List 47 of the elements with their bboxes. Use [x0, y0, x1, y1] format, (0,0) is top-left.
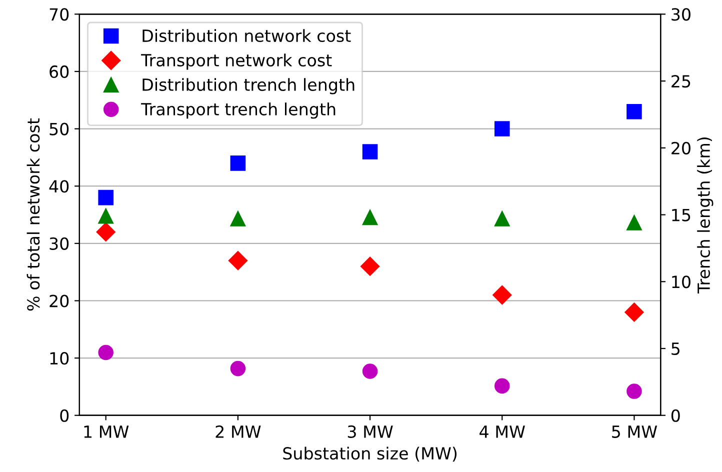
point: [96, 222, 116, 242]
y-tick-label: 60: [50, 65, 69, 78]
point: [494, 121, 510, 136]
y2-axis-title: Trench length (km): [697, 138, 714, 294]
y-tick-label: 50: [50, 122, 69, 136]
y-tick-label: 40: [49, 180, 69, 193]
point: [228, 251, 248, 270]
x-tick-label: 3 MW: [348, 425, 393, 438]
y2-tick-label: 15: [672, 208, 690, 222]
y2-tick-label: 0: [671, 409, 680, 422]
legend-label: Transport network cost: [141, 54, 332, 70]
y2-tick-label: 5: [672, 342, 680, 356]
x-tick-label: 2 MW: [216, 425, 261, 438]
point: [360, 256, 380, 276]
y-tick-label: 70: [50, 8, 69, 21]
point: [98, 190, 114, 206]
point: [492, 285, 512, 305]
point: [626, 384, 642, 399]
legend-label: Distribution trench length: [142, 78, 354, 94]
point: [624, 302, 644, 322]
y2-tick-label: 20: [672, 142, 690, 154]
legend-label: Transport trench length: [141, 102, 336, 119]
point: [494, 378, 510, 394]
point: [362, 144, 378, 160]
point: [362, 364, 378, 379]
point: [494, 211, 510, 226]
point: [98, 344, 114, 360]
y-axis-title: % of total network cost: [26, 118, 40, 311]
x-tick-label: 1 MW: [84, 426, 129, 438]
y-tick-label: 10: [50, 352, 69, 365]
y2-tick-label: 25: [672, 74, 690, 88]
x-tick-label: 5 MW: [612, 426, 658, 438]
legend-label: Distribution network cost: [142, 29, 351, 42]
point: [230, 156, 246, 171]
point: [98, 208, 114, 224]
point: [362, 210, 378, 226]
y-tick-label: 0: [60, 409, 69, 422]
point: [230, 211, 246, 226]
y-tick-label: 30: [50, 237, 69, 250]
y-tick-label: 20: [50, 294, 69, 308]
point: [626, 215, 642, 230]
point: [626, 104, 642, 120]
x-axis-title: Substation size (MW): [283, 446, 457, 462]
point: [230, 360, 246, 376]
x-tick-label: 4 MW: [480, 426, 525, 438]
y2-tick-label: 10: [672, 276, 690, 288]
y2-tick-label: 30: [672, 8, 690, 21]
